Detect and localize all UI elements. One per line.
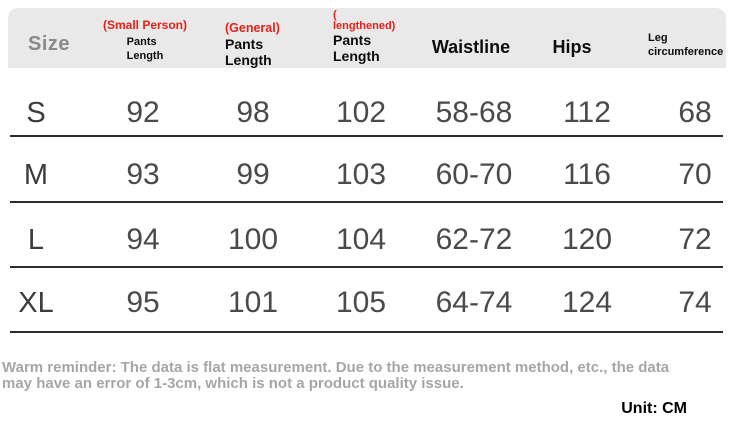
size-cell: M [23, 158, 49, 191]
value-cell: 120 [561, 223, 613, 256]
measurement-note: Warm reminder: The data is flat measurem… [2, 359, 670, 392]
value-cell: 64-74 [435, 286, 513, 319]
column-header-hips: Hips [552, 37, 592, 57]
row-divider [10, 135, 723, 137]
size-cell: XL [18, 286, 54, 319]
value-cell: 102 [335, 96, 387, 129]
column-header-leg-circumference: Leg circumference [648, 32, 724, 58]
value-cell: 68 [678, 96, 712, 129]
value-cell: 74 [678, 286, 712, 319]
value-cell: 60-70 [435, 158, 513, 191]
table-row: S 92 98 102 58-68 112 68 [0, 80, 734, 146]
column-header-pants-length-general: (General) Pants Length [225, 21, 280, 70]
row-divider [10, 331, 723, 333]
value-cell: 62-72 [435, 223, 513, 256]
pants-length-label: Pants Length [225, 36, 272, 68]
value-cell: 112 [563, 96, 611, 129]
small-person-tag: (Small Person) [102, 18, 188, 32]
value-cell: 58-68 [435, 96, 513, 129]
size-cell: S [26, 96, 46, 129]
size-cell: L [27, 223, 45, 256]
column-header-pants-length-small-person: (Small Person) Pants Length [103, 18, 187, 64]
table-row: L 94 100 104 62-72 120 72 [0, 207, 734, 273]
value-cell: 105 [335, 286, 387, 319]
value-cell: 104 [335, 223, 387, 256]
value-cell: 72 [678, 223, 712, 256]
pants-length-label: Pants Length [126, 36, 164, 62]
value-cell: 116 [563, 158, 611, 191]
pants-length-label: Pants Length [333, 32, 380, 64]
unit-label: Unit: CM [621, 400, 687, 417]
value-cell: 103 [335, 158, 387, 191]
row-divider [10, 266, 723, 268]
value-cell: 99 [236, 158, 270, 191]
value-cell: 70 [678, 158, 712, 191]
value-cell: 124 [561, 286, 613, 319]
general-tag: (General) [225, 21, 280, 35]
value-cell: 100 [227, 223, 279, 256]
value-cell: 95 [126, 286, 160, 319]
column-header-waistline: Waistline [431, 37, 511, 57]
value-cell: 94 [126, 223, 160, 256]
column-header-pants-length-lengthened: ( lengthened) Pants Length [333, 10, 395, 66]
row-divider [10, 201, 723, 203]
column-header-size: Size [28, 33, 71, 55]
table-row: M 93 99 103 60-70 116 70 [0, 142, 734, 208]
table-row: XL 95 101 105 64-74 124 74 [0, 270, 734, 336]
value-cell: 101 [227, 286, 279, 319]
value-cell: 92 [126, 96, 160, 129]
table-header-band: Size (Small Person) Pants Length (Genera… [8, 8, 726, 68]
value-cell: 98 [236, 96, 270, 129]
value-cell: 93 [126, 158, 160, 191]
lengthened-tag: ( lengthened) [333, 9, 396, 32]
